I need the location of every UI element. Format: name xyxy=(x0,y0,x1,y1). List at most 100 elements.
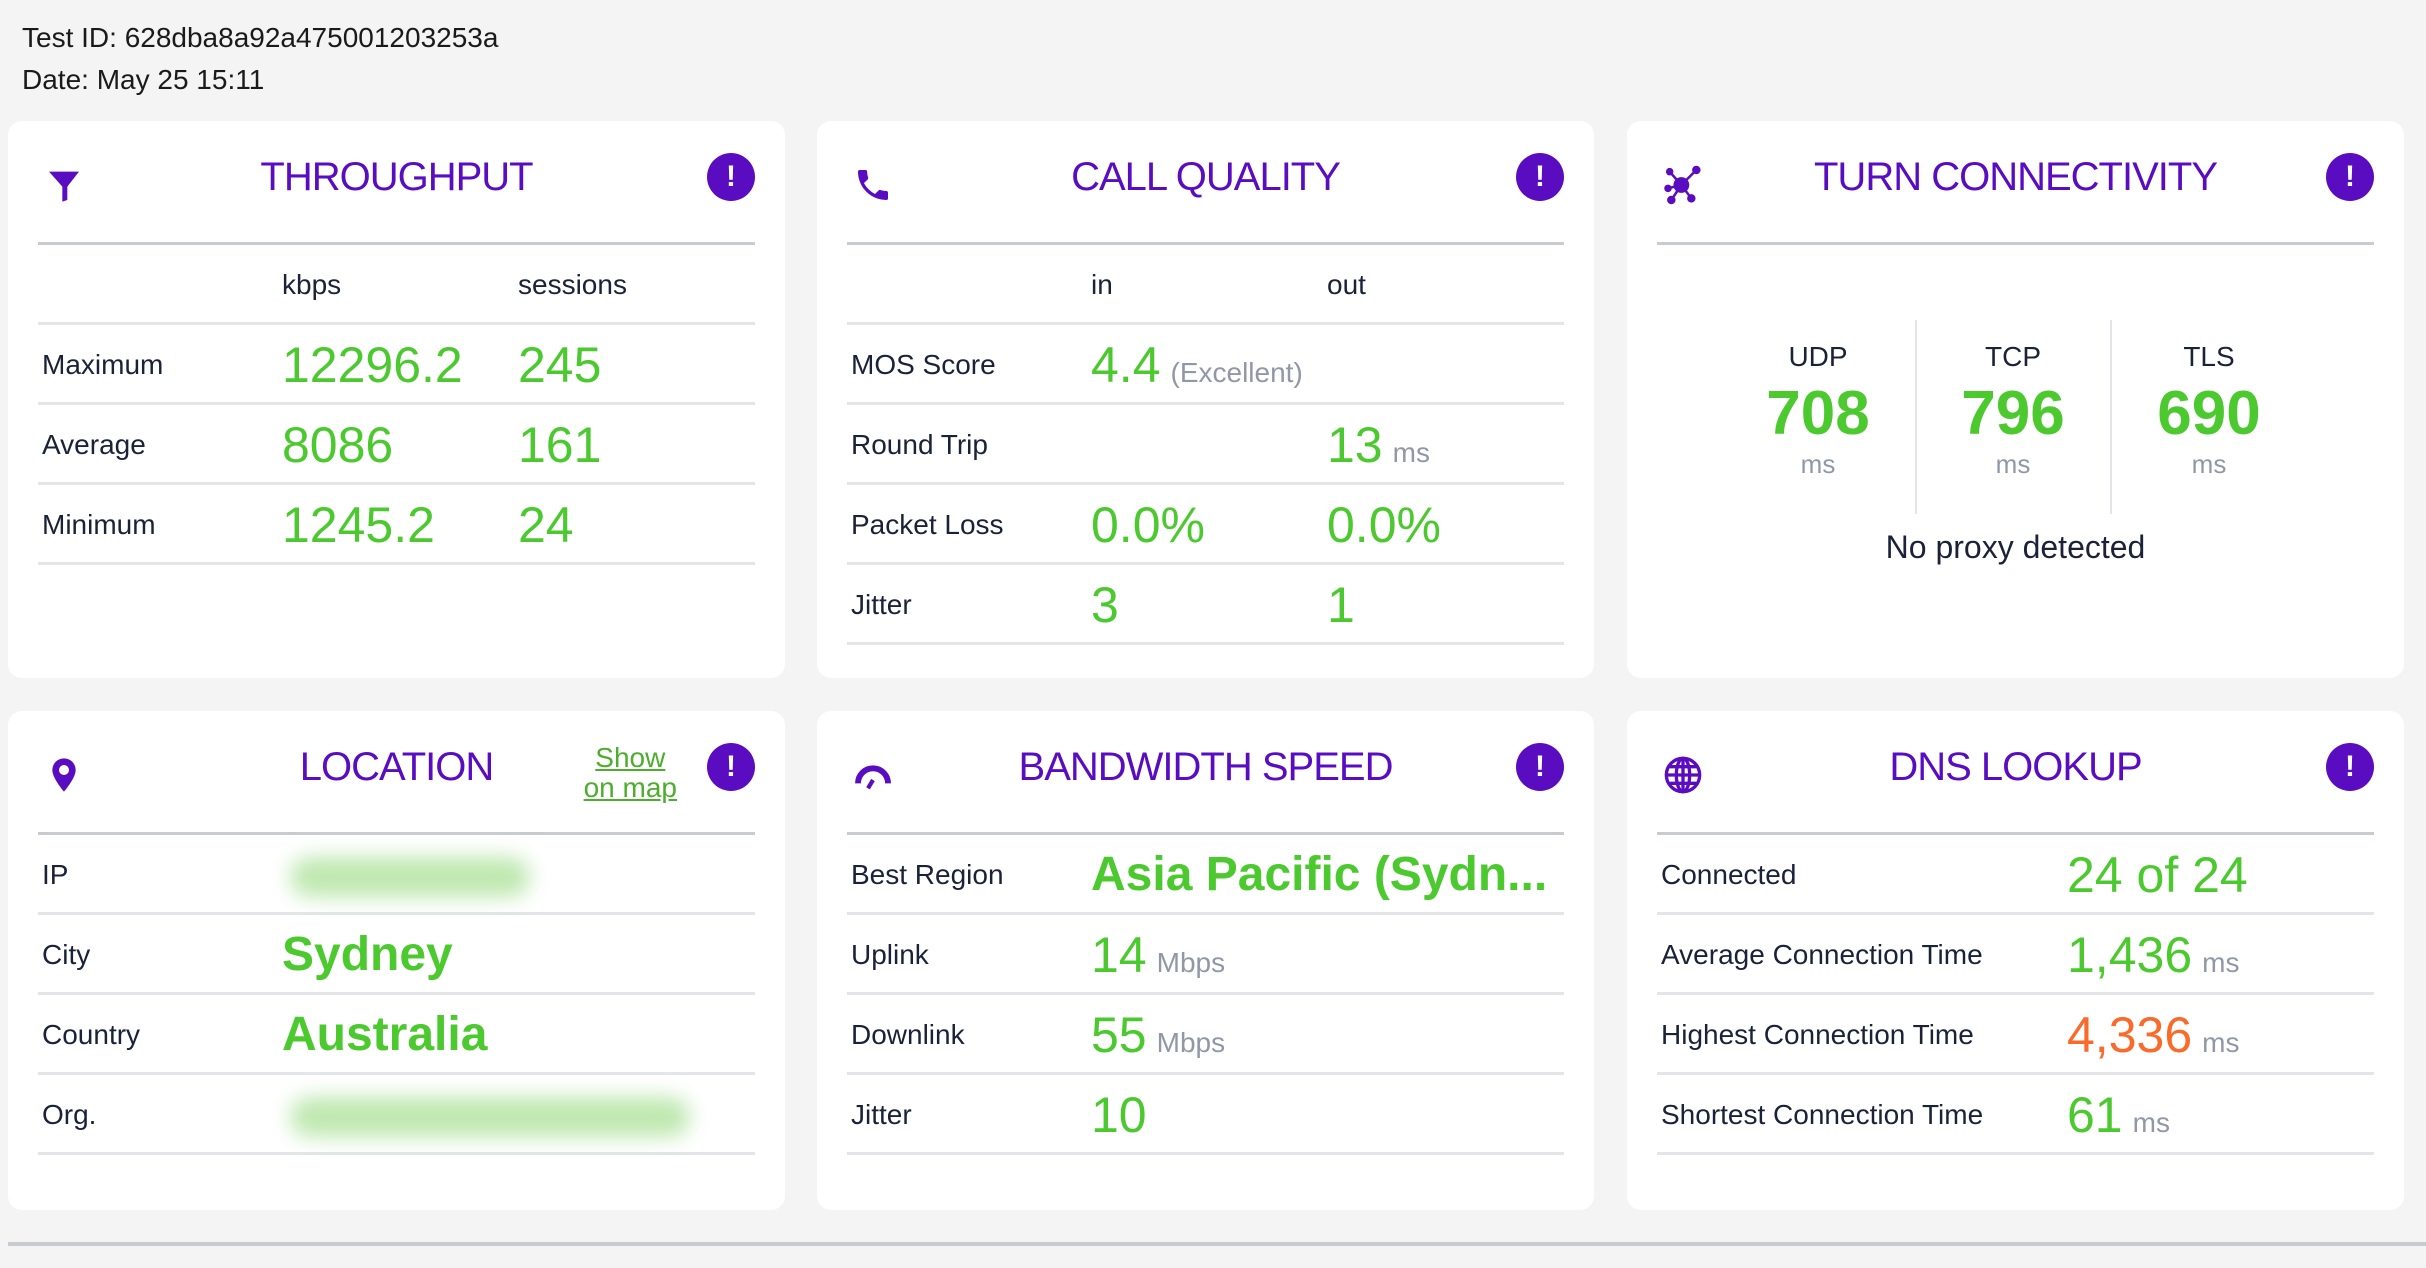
row-label: Connected xyxy=(1661,859,1797,890)
table-row: Average Connection Time 1,436 ms xyxy=(1657,915,2374,995)
dns-lookup-card: DNS LOOKUP ! Connected 24 of 24 Average … xyxy=(1627,711,2404,1210)
divider xyxy=(847,832,1564,835)
table-row: Highest Connection Time 4,336 ms xyxy=(1657,995,2374,1075)
table-row: Jitter 3 1 xyxy=(847,565,1564,645)
map-pin-icon xyxy=(52,758,76,792)
protocol-label: UDP xyxy=(1788,341,1848,372)
test-date: Date: May 25 15:11 xyxy=(22,64,265,95)
alert-button[interactable]: ! xyxy=(2326,153,2374,201)
avg-value: 1,436 xyxy=(2067,927,2193,983)
row-label: Org. xyxy=(42,1099,97,1130)
col-kbps: kbps xyxy=(282,269,342,300)
card-title: CALL QUALITY xyxy=(1071,155,1341,199)
protocol-label: TCP xyxy=(1985,341,2041,372)
turn-udp: UDP 708 ms xyxy=(1723,121,1913,480)
latency-value: 796 xyxy=(1961,379,2065,448)
table-row: Round Trip 13 ms xyxy=(847,405,1564,485)
short-value: 61 xyxy=(2067,1087,2123,1143)
sessions-value: 24 xyxy=(518,497,574,553)
funnel-icon xyxy=(49,171,79,202)
row-label: MOS Score xyxy=(851,349,996,380)
kbps-value: 1245.2 xyxy=(282,497,435,553)
globe-icon xyxy=(1664,756,1702,794)
loss-out: 0.0% xyxy=(1327,497,1441,553)
table-row: City Sydney xyxy=(38,915,755,995)
table-row: Maximum 12296.2 245 xyxy=(38,325,755,405)
sessions-value: 245 xyxy=(518,337,602,393)
call-quality-card: CALL QUALITY ! in out MOS Score 4.4 (Exce… xyxy=(817,121,1594,678)
alert-button[interactable]: ! xyxy=(707,153,755,201)
column-divider xyxy=(1915,320,1917,514)
table-row: Best Region Asia Pacific (Sydn... xyxy=(847,835,1564,915)
row-label: Minimum xyxy=(42,509,156,540)
network-icon xyxy=(1664,165,1701,205)
alert-button[interactable]: ! xyxy=(707,743,755,791)
alert-button[interactable]: ! xyxy=(1516,743,1564,791)
row-label: Uplink xyxy=(851,939,929,970)
turn-tls: TLS 690 ms xyxy=(2114,121,2304,480)
protocol-label: TLS xyxy=(2183,341,2235,372)
table-header: kbps sessions xyxy=(38,245,755,325)
unit: ms xyxy=(2132,1107,2170,1138)
jitter-out: 1 xyxy=(1327,577,1355,633)
row-label: Highest Connection Time xyxy=(1661,1019,1974,1050)
row-label: Round Trip xyxy=(851,429,988,460)
kbps-value: 12296.2 xyxy=(282,337,463,393)
latency-value: 690 xyxy=(2157,379,2261,448)
downlink-value: 55 xyxy=(1091,1007,1147,1063)
kbps-value: 8086 xyxy=(282,417,394,473)
region-value: Asia Pacific (Sydn... xyxy=(1091,848,1548,901)
card-title: LOCATION xyxy=(299,745,495,789)
table-row: IP xyxy=(38,835,755,915)
phone-icon xyxy=(858,170,888,200)
row-label: Shortest Connection Time xyxy=(1661,1099,1984,1130)
row-label: Best Region xyxy=(851,859,1004,890)
jitter-in: 3 xyxy=(1091,577,1119,633)
card-title: THROUGHPUT xyxy=(260,155,533,199)
loss-in: 0.0% xyxy=(1091,497,1205,553)
row-label: Country xyxy=(42,1019,141,1050)
row-label: Packet Loss xyxy=(851,509,1004,540)
latency-value: 708 xyxy=(1766,379,1870,448)
redacted-ip xyxy=(290,857,530,897)
alert-button[interactable]: ! xyxy=(2326,743,2374,791)
table-row: Org. xyxy=(38,1075,755,1155)
table-row: Country Australia xyxy=(38,995,755,1075)
row-label: Average xyxy=(42,429,146,460)
row-label: Jitter xyxy=(851,589,912,620)
unit: ms xyxy=(1392,437,1430,468)
table-row: Packet Loss 0.0% 0.0% xyxy=(847,485,1564,565)
bottom-divider xyxy=(8,1242,2426,1246)
col-out: out xyxy=(1327,269,1366,300)
col-in: in xyxy=(1091,269,1113,300)
table-header: in out xyxy=(847,245,1564,325)
unit: ms xyxy=(2202,1027,2240,1058)
redacted-org xyxy=(290,1097,690,1137)
row-label: IP xyxy=(42,859,69,890)
sessions-value: 161 xyxy=(518,417,602,473)
mos-rating: (Excellent) xyxy=(1170,357,1303,388)
location-card: LOCATION Show on map ! IP City Sydney Cou… xyxy=(8,711,785,1210)
unit: ms xyxy=(1995,449,2031,479)
table-row: Minimum 1245.2 24 xyxy=(38,485,755,565)
divider xyxy=(38,242,755,245)
column-divider xyxy=(2110,320,2112,514)
mos-value: 4.4 xyxy=(1091,337,1161,393)
table-row: Average 8086 161 xyxy=(38,405,755,485)
row-label: Downlink xyxy=(851,1019,965,1050)
connected-value: 24 of 24 xyxy=(2067,847,2248,903)
rtt-value: 13 xyxy=(1327,417,1383,473)
card-title: DNS LOOKUP xyxy=(1889,745,2142,789)
show-on-map-link[interactable]: Show on map xyxy=(583,742,677,803)
divider xyxy=(847,242,1564,245)
alert-button[interactable]: ! xyxy=(1516,153,1564,201)
card-title: BANDWIDTH SPEED xyxy=(1018,745,1394,789)
test-id: Test ID: 628dba8a92a475001203253a xyxy=(22,22,499,53)
table-row: Shortest Connection Time 61 ms xyxy=(1657,1075,2374,1155)
high-value: 4,336 xyxy=(2067,1007,2193,1063)
table-row: MOS Score 4.4 (Excellent) xyxy=(847,325,1564,405)
country-value: Australia xyxy=(282,1008,488,1061)
jitter-value: 10 xyxy=(1091,1087,1147,1143)
uplink-value: 14 xyxy=(1091,927,1147,983)
table-row: Jitter 10 xyxy=(847,1075,1564,1155)
